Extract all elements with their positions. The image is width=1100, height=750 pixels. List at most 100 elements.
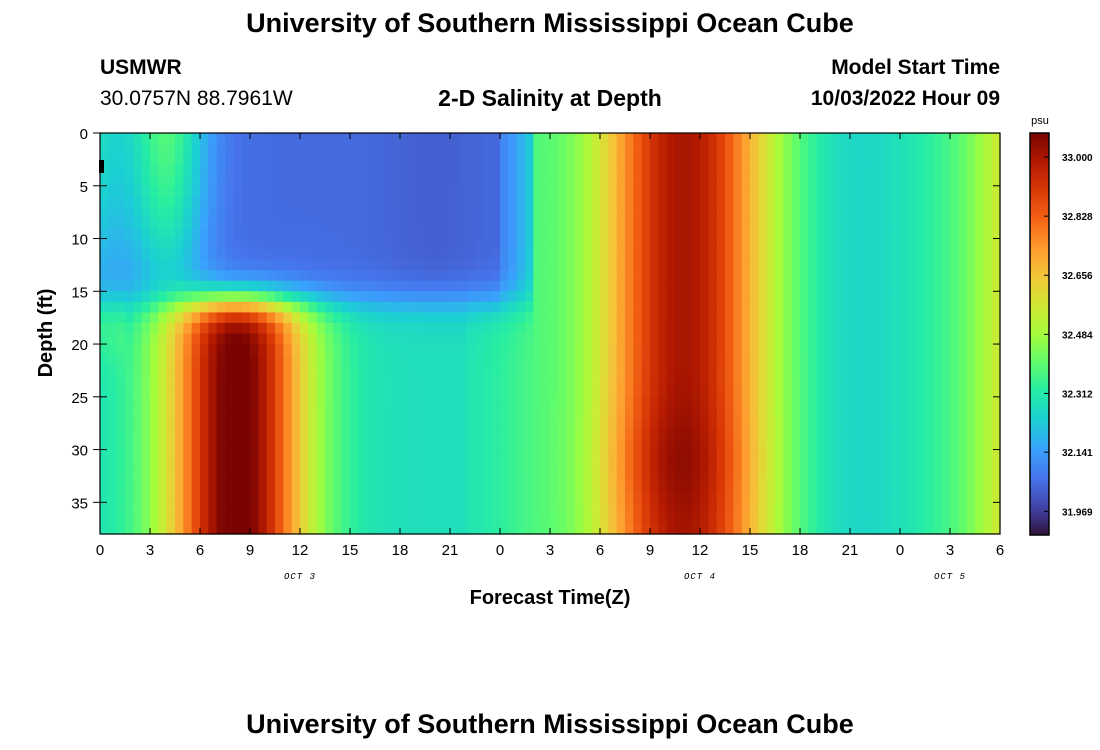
- heatmap-cell: [958, 333, 968, 345]
- heatmap-cell: [883, 481, 893, 493]
- heatmap-cell: [741, 491, 751, 503]
- heatmap-cell: [525, 301, 534, 313]
- heatmap-cell: [550, 375, 559, 387]
- heatmap-cell: [975, 206, 984, 219]
- heatmap-cell: [216, 301, 226, 313]
- heatmap-cell: [350, 460, 359, 472]
- heatmap-cell: [941, 185, 951, 197]
- heatmap-cell: [275, 460, 284, 472]
- heatmap-cell: [958, 291, 968, 303]
- heatmap-cell: [541, 238, 551, 250]
- heatmap-cell: [258, 470, 268, 482]
- heatmap-cell: [975, 386, 984, 398]
- heatmap-cell: [300, 280, 309, 292]
- heatmap-cell: [341, 196, 351, 208]
- heatmap-cell: [375, 143, 384, 155]
- heatmap-cell: [391, 227, 401, 240]
- heatmap-cell: [433, 238, 443, 250]
- heatmap-cell: [750, 523, 759, 535]
- heatmap-cell: [991, 133, 1001, 145]
- heatmap-cell: [750, 227, 759, 240]
- heatmap-cell: [366, 270, 376, 282]
- heatmap-cell: [283, 291, 293, 303]
- heatmap-cell: [575, 470, 584, 482]
- heatmap-cell: [883, 227, 893, 240]
- heatmap-cell: [791, 333, 801, 345]
- heatmap-cell: [933, 238, 943, 250]
- heatmap-cell: [266, 344, 276, 356]
- heatmap-cell: [900, 175, 909, 187]
- x-tick-label: 21: [842, 542, 859, 559]
- heatmap-cell: [666, 344, 676, 356]
- heatmap-cell: [108, 143, 118, 155]
- heatmap-cell: [825, 354, 834, 366]
- heatmap-cell: [741, 143, 751, 155]
- heatmap-cell: [225, 206, 234, 219]
- heatmap-cell: [608, 449, 618, 461]
- heatmap-cell: [816, 143, 826, 155]
- heatmap-cell: [283, 396, 293, 408]
- heatmap-cell: [383, 301, 393, 313]
- heatmap-cell: [525, 164, 534, 176]
- heatmap-cell: [108, 460, 118, 472]
- heatmap-cell: [783, 417, 793, 430]
- heatmap-cell: [333, 460, 343, 472]
- heatmap-cell: [800, 523, 809, 535]
- heatmap-cell: [658, 428, 668, 440]
- heatmap-cell: [583, 523, 593, 535]
- heatmap-cell: [641, 365, 651, 377]
- heatmap-cell: [108, 386, 118, 398]
- heatmap-cell: [308, 407, 318, 419]
- heatmap-cell: [133, 175, 143, 187]
- heatmap-cell: [741, 270, 751, 282]
- heatmap-cell: [250, 460, 259, 472]
- heatmap-cell: [216, 407, 226, 419]
- heatmap-cell: [958, 249, 968, 261]
- heatmap-cell: [341, 175, 351, 187]
- heatmap-cell: [150, 460, 159, 472]
- heatmap-cell: [483, 196, 493, 208]
- heatmap-cell: [533, 460, 543, 472]
- heatmap-cell: [650, 439, 659, 451]
- heatmap-cell: [450, 386, 459, 398]
- heatmap-cell: [458, 291, 468, 303]
- heatmap-cell: [700, 396, 709, 408]
- heatmap-cell: [191, 259, 201, 271]
- heatmap-cell: [816, 354, 826, 366]
- heatmap-cell: [433, 439, 443, 451]
- heatmap-cell: [933, 280, 943, 292]
- heatmap-cell: [791, 491, 801, 503]
- heatmap-cell: [933, 164, 943, 176]
- heatmap-cell: [683, 280, 693, 292]
- heatmap-cell: [458, 375, 468, 387]
- heatmap-cell: [900, 301, 909, 313]
- heatmap-cell: [441, 470, 451, 482]
- heatmap-cell: [225, 449, 234, 461]
- heatmap-cell: [266, 428, 276, 440]
- heatmap-cell: [900, 449, 909, 461]
- heatmap-cell: [816, 227, 826, 240]
- heatmap-cell: [950, 512, 959, 525]
- heatmap-cell: [341, 344, 351, 356]
- heatmap-cell: [308, 417, 318, 430]
- heatmap-cell: [208, 428, 218, 440]
- heatmap-cell: [808, 196, 818, 208]
- heatmap-cell: [408, 417, 418, 430]
- heatmap-cell: [200, 491, 209, 503]
- x-tick-label: 18: [392, 542, 409, 559]
- heatmap-cell: [691, 502, 701, 514]
- heatmap-cell: [475, 375, 484, 387]
- heatmap-cell: [300, 417, 309, 430]
- heatmap-cell: [283, 227, 293, 240]
- heatmap-cell: [733, 470, 743, 482]
- heatmap-cell: [783, 185, 793, 197]
- heatmap-cell: [466, 259, 476, 271]
- heatmap-cell: [891, 417, 901, 430]
- heatmap-cell: [766, 175, 776, 187]
- heatmap-cell: [775, 185, 784, 197]
- heatmap-cell: [458, 460, 468, 472]
- heatmap-cell: [200, 502, 209, 514]
- heatmap-cell: [566, 407, 576, 419]
- heatmap-cell: [916, 164, 926, 176]
- heatmap-cell: [966, 344, 976, 356]
